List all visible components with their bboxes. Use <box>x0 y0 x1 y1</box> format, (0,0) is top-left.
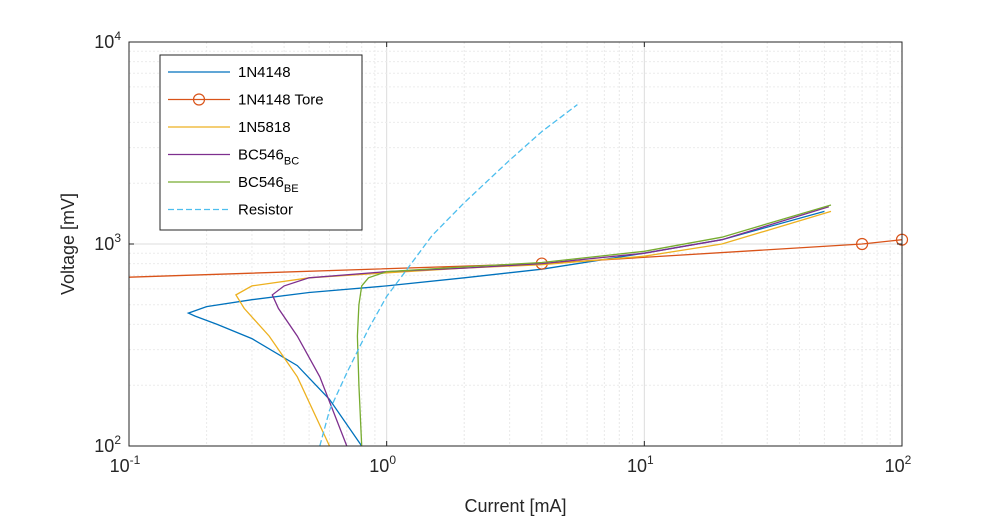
series-group <box>128 104 909 447</box>
legend-box <box>159 54 363 231</box>
legend-item: BC546BC <box>168 147 299 168</box>
legend-marker <box>192 93 206 106</box>
y-tick-label: 104 <box>94 29 121 52</box>
y-axis-label: Voltage [mV] <box>58 193 78 295</box>
y-tick-label: 103 <box>94 231 121 254</box>
y-tick-label: 102 <box>94 433 121 456</box>
legend-label: BC546BC <box>238 147 299 168</box>
ticks: 10-1 100 101 102 102 103 104 <box>94 29 911 476</box>
legend-item: 1N4148 <box>168 64 291 81</box>
series-1 <box>186 210 825 447</box>
legend-label: 1N4148 Tore <box>238 92 324 109</box>
x-axis-label: Current [mA] <box>464 496 566 516</box>
series-3 <box>234 210 832 447</box>
series-line <box>186 210 825 447</box>
series-line <box>271 206 829 447</box>
legend-label: 1N4148 <box>238 64 291 81</box>
x-tick-label: 101 <box>627 453 654 476</box>
series-6 <box>319 104 578 447</box>
grid <box>129 42 902 446</box>
series-4 <box>271 206 829 447</box>
x-tick-label: 10-1 <box>110 453 141 476</box>
data-point <box>855 237 869 251</box>
series-5 <box>356 204 832 447</box>
legend-item: 1N5818 <box>168 119 291 136</box>
series-2 <box>128 233 909 278</box>
legend: 1N4148 1N4148 Tore 1N5818 BC546BC BC546BE Res… <box>159 54 363 231</box>
legend-label: BC546BE <box>238 174 299 195</box>
legend-label: 1N5818 <box>238 119 291 136</box>
series-line <box>356 204 832 447</box>
x-tick-label: 100 <box>369 453 396 476</box>
legend-label: Resistor <box>238 202 293 219</box>
legend-item: BC546BE <box>168 174 299 195</box>
series-line <box>128 239 903 278</box>
legend-item: 1N4148 Tore <box>168 92 324 109</box>
legend-item: Resistor <box>168 202 293 219</box>
series-line <box>319 104 578 447</box>
series-line <box>234 210 832 447</box>
x-tick-label: 102 <box>885 453 912 476</box>
